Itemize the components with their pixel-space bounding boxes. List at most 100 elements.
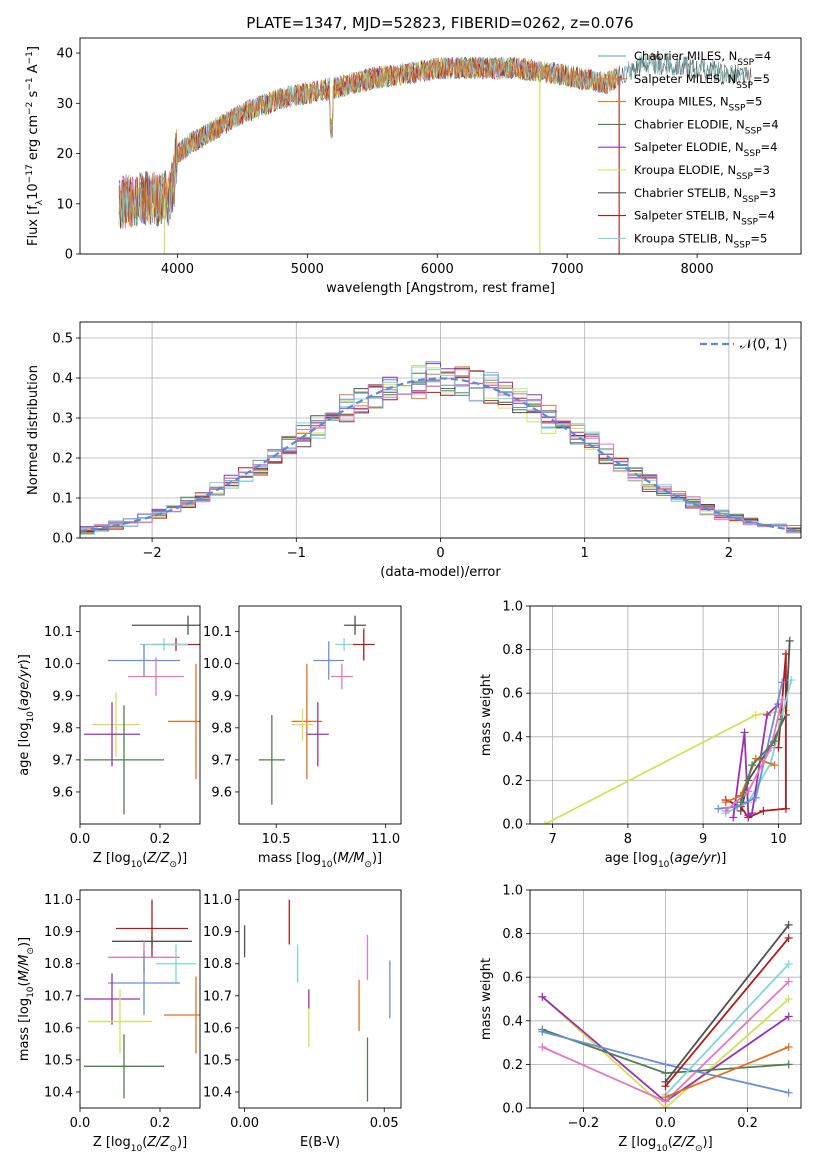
y-tick-label: 40 [56,47,73,62]
label-part: ( [333,851,338,866]
label-part: Salpeter ELODIE, N [634,140,744,154]
axes-frame [238,605,402,825]
subscript: SSP [742,195,759,205]
y-axis-label: Flux [fλ10−17 erg cm−2 s−1 A−1] [25,46,45,246]
errorbar-point [140,638,188,651]
plot-spectrum: 4000 5000 6000 7000 8000 0 10 20 30 40 Chabrier MI… [25,37,802,296]
y-tick-label: 10.9 [44,925,73,940]
label-part: mass [log [17,998,32,1061]
axes-frame [79,37,802,255]
subscript: ⊙ [26,947,36,955]
y-tick-label: 1.0 [502,884,523,899]
errorbar-point [291,663,323,780]
label-part: Z/Z [146,1135,170,1150]
series [538,977,793,1106]
subscript: 10 [26,711,36,723]
series-line [664,924,790,1083]
subscript: ⊙ [169,860,177,870]
y-tick-label: 10.9 [203,925,232,940]
y-tick-label: 11.0 [203,893,232,908]
y-tick-label: 10 [56,197,73,212]
errorbar-point [108,644,180,677]
x-tick-label: −1 [287,546,306,561]
plot-area [243,899,391,1102]
axes-frame [79,605,201,825]
label-part: A [26,64,41,77]
label-part: )] [177,851,187,866]
y-tick-label: 9.8 [211,721,232,736]
label-part: age/yr [674,851,717,866]
y-tick-label: 10.6 [44,1021,73,1036]
label-part: Kroupa MILES, N [634,95,729,109]
series-line [664,937,790,1087]
label-part: M/M [338,851,365,866]
subscript: SSP [745,126,762,136]
legend-label: Salpeter ELODIE, NSSP=4 [634,140,777,159]
y-tick-label: 9.8 [52,721,73,736]
errorbar-point [92,692,140,757]
series-line [739,719,784,803]
series-line [541,996,790,1108]
y-tick-label: 0.0 [502,818,523,833]
x-axis-label: (data-model)/error [380,565,501,580]
subscript: 10 [656,1144,668,1154]
label-part: Z [log [618,1135,656,1150]
label-part: ( [17,981,32,986]
x-tick-label: 0.2 [150,832,171,847]
x-tick-label: 2 [725,546,733,561]
series [661,1042,793,1102]
figure-title: PLATE=1347, MJD=52823, FIBERID=0262, z=0… [246,14,633,32]
x-tick-label: 0.0 [70,1116,91,1131]
errorbar-point [335,638,353,651]
y-tick-label: 9.9 [211,689,232,704]
y-tick-label: 0.1 [52,492,73,507]
series-line [664,963,790,1096]
plot-mass-vs-Z: 0.0 0.2 10.4 10.5 10.6 10.7 10.8 10.9 11.0 Z [log… [17,889,201,1154]
label-part: Z/Z [672,1135,696,1150]
plot-mass-weight-vs-Z: −0.2 0.0 0.2 0.0 0.2 0.4 0.6 0.8 1.0 Z [log10(Z/Z… [479,884,802,1154]
series [736,715,787,807]
label-part: )] [177,1135,187,1150]
label-part: )] [716,851,726,866]
x-axis-label: Z [log10(Z/Z⊙)] [618,1135,712,1154]
x-tick-label: 0.2 [737,1116,758,1131]
y-tick-label: 10.1 [44,625,73,640]
y-tick-label: 10.8 [203,957,232,972]
y-tick-label: 0.8 [502,643,523,658]
errorbar-point [156,944,196,983]
y-tick-label: 10.8 [44,957,73,972]
x-tick-label: 4000 [161,262,194,277]
label-part: )] [372,851,382,866]
superscript: −1 [25,51,35,64]
x-tick-label: 0.05 [370,1116,399,1131]
errorbar-point [108,950,180,1016]
legend-label: Kroupa ELODIE, NSSP=3 [634,163,770,182]
legend-label: Chabrier STELIB, NSSP=3 [634,186,776,205]
y-axis-label: mass weight [479,674,494,756]
series [721,676,796,818]
y-tick-label: 30 [56,97,73,112]
label-part: ( [142,851,147,866]
series-line [544,709,787,824]
subscript: SSP [741,218,758,228]
y-axis-label: mass weight [479,958,494,1040]
plot-area [541,636,796,824]
y-axis-label: Normed distribution [26,365,41,495]
plot-area [118,51,752,254]
x-axis-label: mass [log10(M/M⊙)] [258,851,382,870]
y-tick-label: 0.6 [502,971,523,986]
label-part: Z [log [93,851,131,866]
y-tick-label: 10.5 [203,1053,232,1068]
x-axis-label: E(B-V) [300,1135,340,1150]
legend-label: Chabrier MILES, NSSP=4 [634,49,771,68]
x-tick-label: 6000 [421,262,454,277]
label-part: Chabrier MILES, N [634,49,737,63]
x-axis-label: Z [log10(Z/Z⊙)] [93,851,187,870]
y-tick-label: 20 [56,147,73,162]
x-tick-label: 0.00 [230,1116,259,1131]
label-part: Flux [f [26,205,41,246]
label-part: =5 [745,95,762,109]
y-tick-label: 10.4 [203,1085,232,1100]
